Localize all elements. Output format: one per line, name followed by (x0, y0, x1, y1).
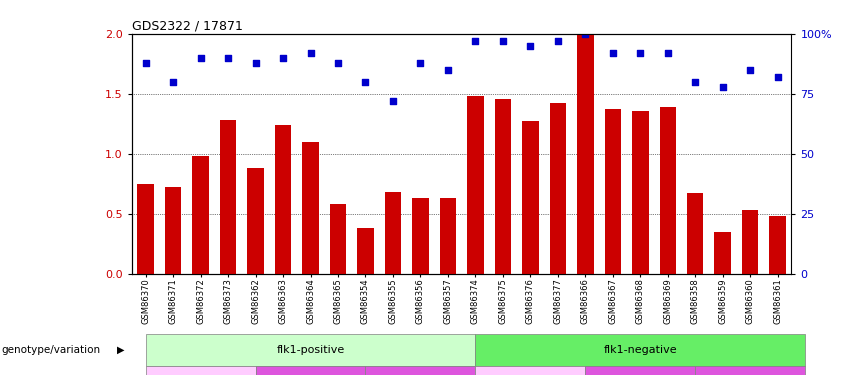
Bar (440, 198, 456, 274)
Bar (660, 107, 676, 274)
Point (716, 84, 729, 90)
Bar (357, 228, 374, 274)
Bar (632, 111, 648, 274)
Point (469, 38, 483, 44)
Bar (220, 120, 237, 274)
Bar (302, 142, 319, 274)
Bar (577, 34, 594, 274)
Point (441, 67, 454, 73)
Bar (494, 99, 511, 274)
Point (744, 67, 757, 73)
Bar (467, 96, 483, 274)
Text: flk1-negative: flk1-negative (603, 345, 677, 355)
Point (496, 38, 510, 44)
Bar (412, 198, 429, 274)
Bar (192, 156, 208, 274)
Point (771, 74, 785, 80)
Point (248, 60, 262, 66)
Point (633, 50, 647, 56)
Text: GDS2322 / 17871: GDS2322 / 17871 (132, 20, 243, 33)
Point (358, 79, 372, 85)
Bar (329, 204, 346, 274)
Point (414, 60, 427, 66)
Point (221, 55, 235, 61)
Bar (248, 168, 264, 274)
Point (551, 38, 565, 44)
Point (331, 60, 345, 66)
Point (139, 60, 152, 66)
Point (194, 55, 208, 61)
Point (523, 43, 537, 49)
Text: flk1-positive: flk1-positive (277, 345, 345, 355)
Point (579, 31, 592, 37)
Bar (687, 194, 704, 274)
Point (688, 79, 702, 85)
Point (386, 98, 400, 104)
Point (661, 50, 675, 56)
Bar (275, 125, 291, 274)
Bar (742, 210, 758, 274)
Bar (165, 188, 181, 274)
Bar (137, 184, 154, 274)
Text: ▶: ▶ (117, 345, 124, 355)
Bar (604, 110, 621, 274)
Bar (769, 216, 786, 274)
Bar (715, 232, 731, 274)
Bar (523, 122, 539, 274)
Bar (385, 192, 401, 274)
Point (606, 50, 620, 56)
Point (166, 79, 180, 85)
Point (277, 55, 290, 61)
Bar (550, 104, 566, 274)
Point (304, 50, 317, 56)
Text: genotype/variation: genotype/variation (2, 345, 100, 355)
